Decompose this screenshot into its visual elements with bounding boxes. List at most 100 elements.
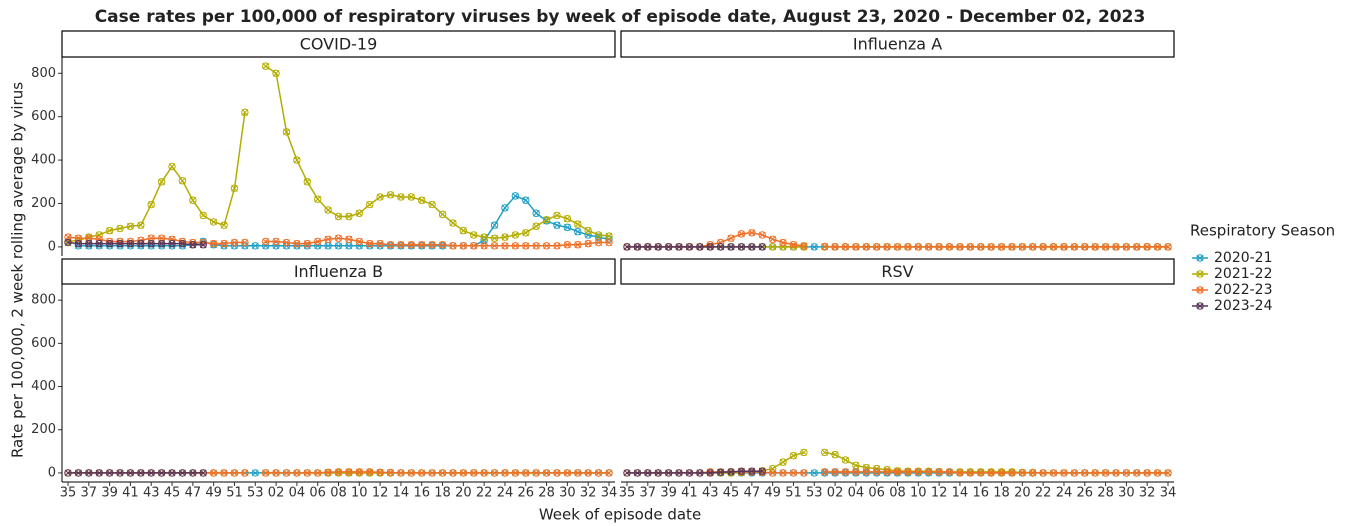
- y-tick-label: 200: [31, 422, 56, 437]
- data-point: [303, 469, 311, 477]
- data-point: [893, 468, 902, 476]
- data-point: [480, 233, 488, 241]
- data-point: [220, 469, 228, 477]
- data-point: [904, 468, 912, 476]
- data-point: [1081, 243, 1089, 251]
- data-point: [644, 243, 652, 251]
- data-point: [168, 162, 176, 171]
- data-point: [574, 469, 582, 477]
- data-point: [800, 242, 808, 250]
- data-point: [862, 468, 870, 476]
- data-point: [1060, 469, 1068, 477]
- y-tick-label: 800: [31, 293, 56, 308]
- facet-title: Influenza B: [294, 262, 383, 281]
- data-point: [584, 240, 592, 248]
- data-point: [126, 222, 135, 230]
- legend-label: 2023-24: [1214, 298, 1273, 314]
- data-point: [1091, 469, 1099, 477]
- data-point: [459, 226, 468, 235]
- data-point: [883, 468, 891, 476]
- data-point: [74, 469, 83, 477]
- data-point: [779, 238, 787, 247]
- data-point: [501, 242, 509, 250]
- x-tick-label: 49: [205, 486, 222, 501]
- legend-marker: [1196, 254, 1204, 262]
- data-point: [282, 128, 291, 136]
- data-point: [1091, 243, 1099, 251]
- data-point: [313, 469, 322, 477]
- data-point: [532, 242, 540, 250]
- x-tick-label: 08: [330, 486, 347, 501]
- data-point: [997, 243, 1006, 251]
- data-point: [748, 243, 756, 251]
- data-point: [293, 240, 301, 248]
- data-point: [366, 468, 374, 476]
- data-point: [376, 193, 384, 201]
- data-point: [105, 469, 114, 477]
- data-point: [199, 211, 207, 220]
- data-point: [418, 196, 426, 204]
- data-point: [831, 243, 839, 251]
- data-point: [768, 243, 777, 251]
- legend-label: 2022-23: [1214, 282, 1273, 298]
- x-tick-label: 47: [185, 486, 202, 501]
- data-point: [1112, 469, 1120, 477]
- data-point: [925, 243, 933, 251]
- data-point: [418, 241, 426, 249]
- series-line: [627, 470, 763, 474]
- x-tick-label: 30: [1118, 486, 1135, 501]
- data-point: [872, 468, 881, 476]
- data-point: [800, 448, 808, 457]
- x-tick-label: 39: [660, 486, 677, 501]
- x-tick-label: 20: [1014, 486, 1031, 501]
- data-point: [1122, 469, 1131, 477]
- data-point: [758, 243, 766, 251]
- data-point: [727, 234, 735, 242]
- data-point: [324, 468, 332, 476]
- data-point: [251, 469, 259, 477]
- data-point: [977, 243, 985, 251]
- facet-strip: [61, 30, 616, 58]
- x-tick-label: 18: [993, 486, 1010, 501]
- data-point: [137, 221, 145, 229]
- data-point: [407, 193, 416, 201]
- data-point: [696, 243, 704, 251]
- x-tick-label: 16: [413, 486, 430, 501]
- x-axis-label: Week of episode date: [539, 506, 701, 524]
- x-tick-label: 47: [744, 486, 761, 501]
- x-tick-label: 43: [143, 486, 160, 501]
- data-point: [800, 469, 808, 477]
- x-tick-label: 10: [910, 486, 927, 501]
- data-point: [605, 469, 613, 477]
- data-point: [85, 469, 93, 477]
- data-point: [189, 241, 197, 249]
- data-point: [480, 469, 488, 477]
- data-point: [397, 193, 405, 201]
- data-point: [852, 461, 860, 469]
- data-point: [355, 209, 364, 217]
- data-point: [675, 469, 683, 477]
- data-point: [1081, 469, 1089, 477]
- data-point: [345, 212, 353, 221]
- data-point: [490, 234, 499, 242]
- data-point: [633, 469, 642, 477]
- data-point: [935, 243, 943, 251]
- data-point: [303, 240, 311, 248]
- data-point: [511, 242, 520, 250]
- data-point: [1029, 243, 1037, 251]
- data-point: [522, 229, 530, 237]
- data-point: [594, 238, 603, 247]
- data-point: [418, 469, 426, 477]
- x-tick-label: 51: [226, 486, 243, 501]
- data-point: [605, 238, 613, 247]
- x-tick-label: 08: [889, 486, 906, 501]
- data-point: [334, 234, 343, 242]
- data-point: [1049, 469, 1058, 477]
- data-point: [334, 242, 343, 250]
- data-point: [1049, 243, 1058, 251]
- data-point: [820, 468, 829, 476]
- data-point: [997, 469, 1006, 477]
- data-point: [428, 469, 436, 477]
- data-point: [157, 469, 166, 477]
